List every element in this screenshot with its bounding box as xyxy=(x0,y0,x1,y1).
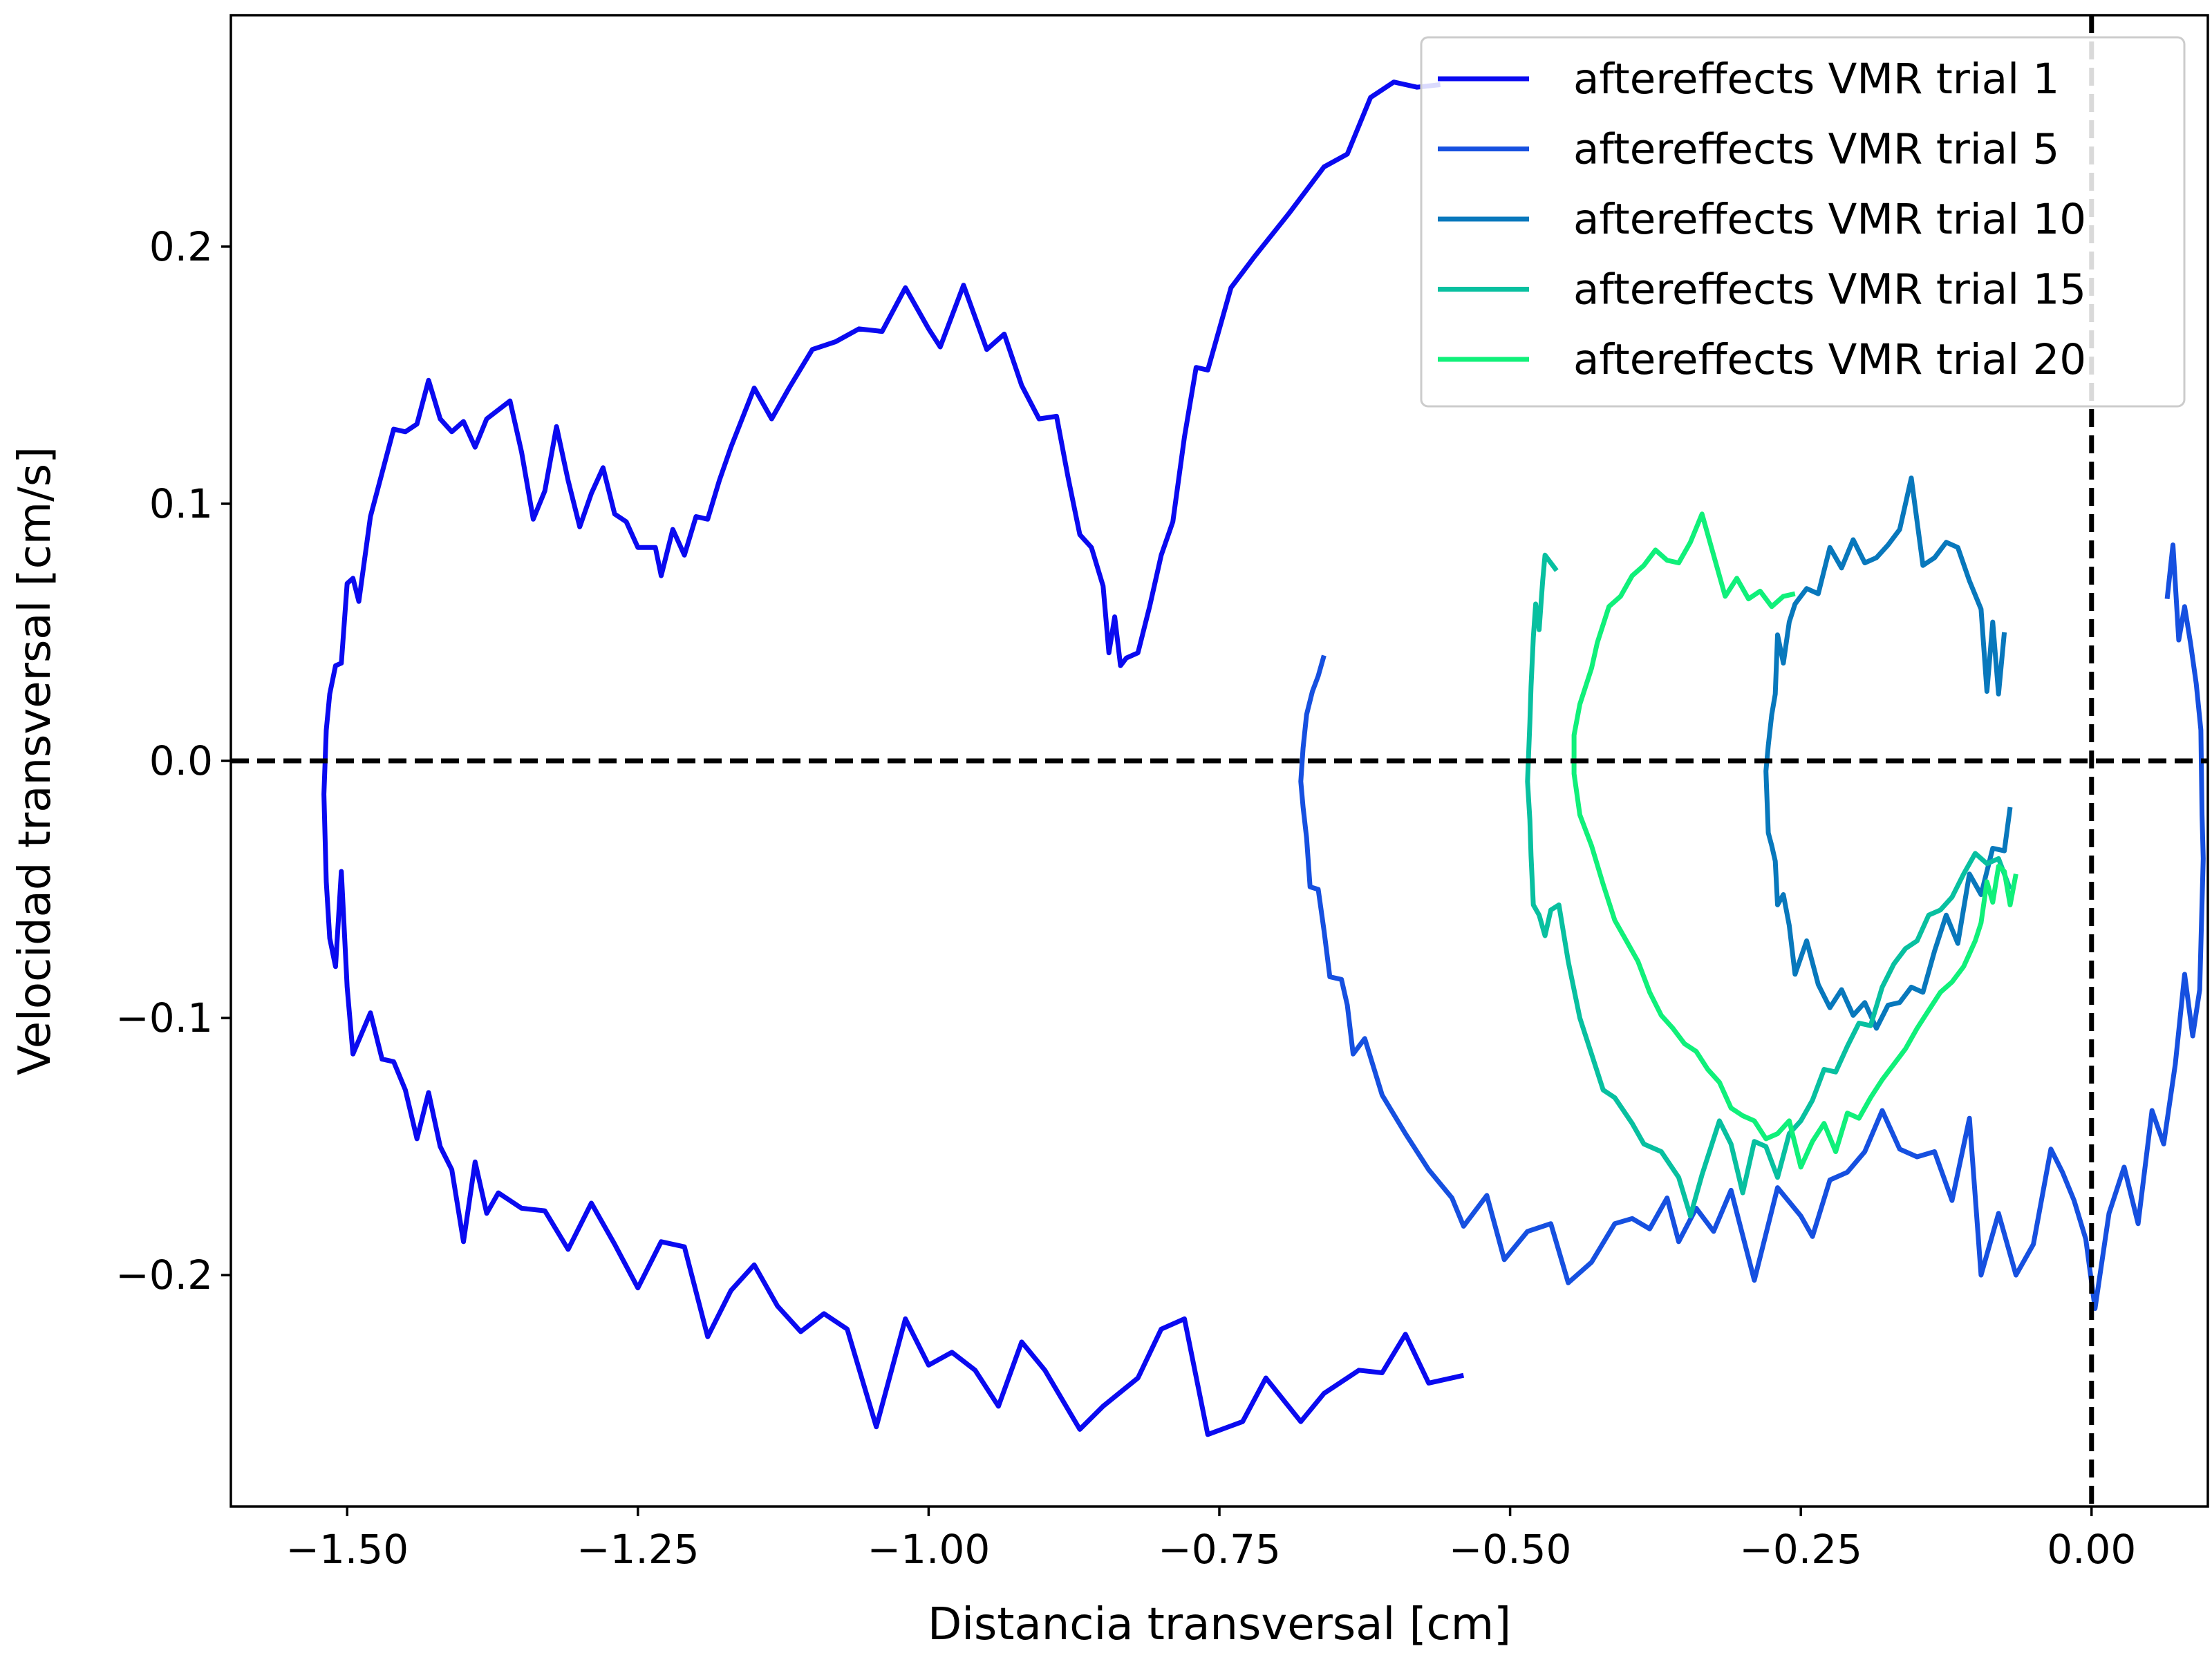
x-tick-label: −0.25 xyxy=(1739,1526,1862,1573)
series-line-4 xyxy=(1525,552,2013,1219)
x-axis-label: Distancia transversal [cm] xyxy=(928,1599,1511,1650)
legend-label-5: aftereffects VMR trial 20 xyxy=(1573,335,2086,384)
series-layer xyxy=(321,79,2206,1437)
y-tick-label: 0.0 xyxy=(149,737,213,784)
x-tick-label: −1.25 xyxy=(577,1526,700,1573)
y-tick-label: 0.1 xyxy=(149,480,213,527)
x-tick-label: 0.00 xyxy=(2047,1526,2136,1573)
legend-label-3: aftereffects VMR trial 10 xyxy=(1573,195,2086,244)
series-line-3 xyxy=(1763,475,2013,1031)
x-axis: −1.50 −1.25 −1.00 −0.75 −0.50 −0.25 0.00 xyxy=(285,1507,2136,1573)
x-tick-label: −0.75 xyxy=(1158,1526,1281,1573)
x-tick-label: −1.50 xyxy=(285,1526,409,1573)
y-tick-label: −0.2 xyxy=(115,1252,213,1299)
series-line-2 xyxy=(1298,542,2206,1311)
y-tick-label: 0.2 xyxy=(149,223,213,270)
x-tick-label: −0.50 xyxy=(1449,1526,1572,1573)
legend-label-2: aftereffects VMR trial 5 xyxy=(1573,125,2059,174)
y-tick-label: −0.1 xyxy=(115,994,213,1041)
legend: aftereffects VMR trial 1 aftereffects VMR… xyxy=(1420,36,2186,408)
legend-label-1: aftereffects VMR trial 1 xyxy=(1573,55,2059,104)
y-axis: −0.2 −0.1 0.0 0.1 0.2 xyxy=(115,223,231,1299)
y-axis-label: Velocidad transversal [cm/s] xyxy=(10,446,61,1075)
legend-label-4: aftereffects VMR trial 15 xyxy=(1573,265,2086,314)
x-tick-label: −1.00 xyxy=(868,1526,991,1573)
series-line-5 xyxy=(1571,511,2018,1170)
legend-box xyxy=(1420,36,2186,408)
series-line-1 xyxy=(321,79,1465,1437)
